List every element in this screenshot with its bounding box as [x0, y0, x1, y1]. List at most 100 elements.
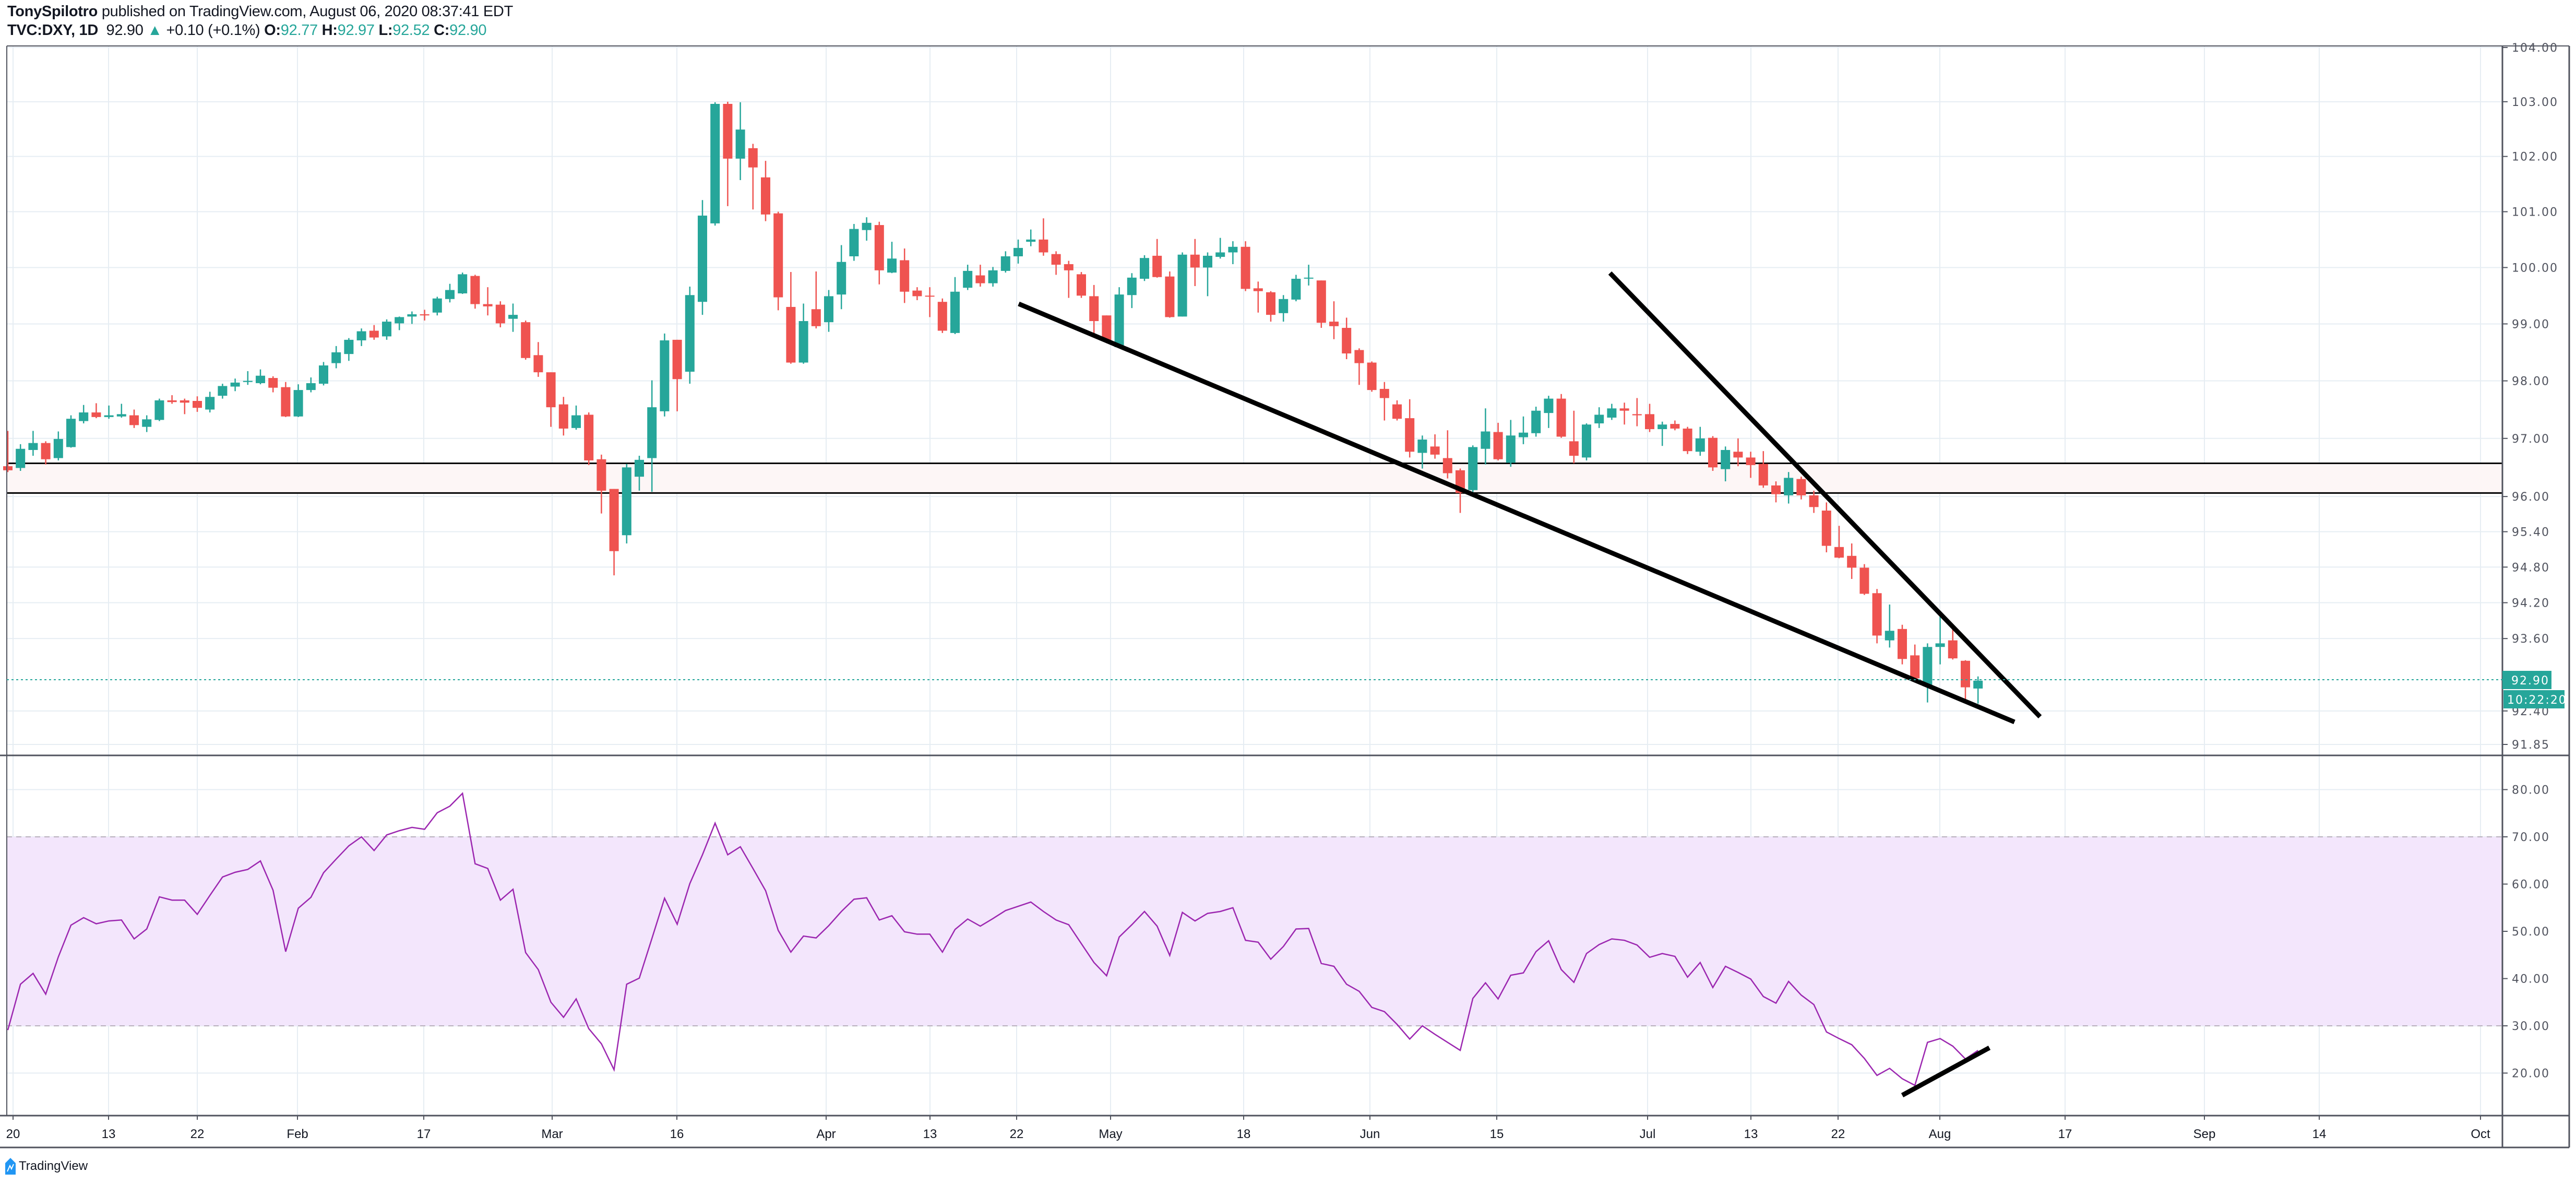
candle-body: [1695, 438, 1705, 452]
candle: [369, 325, 379, 340]
candle-body: [268, 378, 278, 388]
candle-body: [1354, 350, 1364, 363]
candle-body: [193, 400, 202, 408]
candle-body: [420, 314, 430, 316]
chart-frame: [0, 45, 2570, 1149]
candle: [104, 405, 114, 419]
candle: [1266, 291, 1275, 322]
support-zone[interactable]: [7, 463, 2502, 494]
candle-body: [1203, 255, 1212, 268]
candle: [660, 333, 670, 417]
time-tick-label: 20: [6, 1127, 20, 1141]
time-tick-label: 14: [2312, 1127, 2327, 1141]
candle: [41, 441, 51, 465]
candle: [1442, 430, 1452, 479]
time-axis[interactable]: 20 13 22 Feb 17 Mar 16 Apr 13 22 May 18 Jun 15 Jul 13 22…: [6, 1116, 2490, 1141]
candle: [1215, 238, 1225, 259]
candle: [1417, 435, 1427, 469]
trendline-drawings[interactable]: [1018, 271, 2042, 1097]
time-tick-label: Apr: [816, 1127, 836, 1141]
time-tick-label: 22: [190, 1127, 205, 1141]
low-label: L:: [378, 22, 393, 39]
candle-body: [1367, 362, 1377, 390]
close-label: C:: [434, 22, 450, 39]
candle-body: [1342, 328, 1352, 354]
candle-body: [1165, 276, 1175, 317]
candle: [1481, 408, 1490, 465]
candle: [1721, 446, 1731, 482]
lower-trendline[interactable]: [1018, 301, 2016, 725]
candle-body: [912, 290, 922, 297]
candle-body: [256, 375, 265, 383]
candle: [142, 415, 152, 432]
candle-body: [609, 489, 619, 551]
candle: [849, 223, 859, 261]
candle: [937, 298, 947, 333]
candle: [193, 396, 202, 412]
candle-body: [887, 258, 897, 273]
candle-body: [116, 414, 126, 417]
candle: [1140, 255, 1149, 281]
time-tick-label: 13: [1744, 1127, 1758, 1141]
time-tick-label: Oct: [2471, 1127, 2490, 1141]
candle-body: [773, 213, 783, 298]
candle: [331, 346, 341, 369]
candle-body: [344, 339, 354, 354]
candle-body: [521, 322, 531, 358]
candle-body: [1266, 292, 1275, 315]
candle-body: [1013, 247, 1023, 256]
candle: [205, 392, 215, 413]
candle: [1405, 399, 1415, 458]
candle: [1367, 361, 1377, 392]
candle-body: [1077, 274, 1086, 296]
rsi-line: [7, 792, 1978, 1086]
candle: [53, 431, 63, 460]
candle: [154, 398, 164, 421]
candle: [1607, 404, 1617, 420]
price-axis[interactable]: 104.00 103.00 102.00 101.00 100.00 99.00 98.00…: [2502, 42, 2558, 752]
candle-body: [1910, 655, 1920, 679]
candle: [16, 444, 26, 471]
candle: [218, 384, 228, 399]
price-tick-label: 102.00: [2512, 151, 2558, 164]
candle-body: [180, 400, 189, 403]
price-tick-label: 103.00: [2512, 96, 2558, 109]
candle: [1316, 280, 1326, 328]
candle: [1165, 271, 1175, 318]
candle: [1708, 436, 1718, 471]
open-value: 92.77: [280, 22, 318, 39]
brand-name[interactable]: TradingView: [19, 1159, 88, 1173]
candle-body: [862, 222, 872, 230]
candle-body: [306, 383, 316, 390]
candle: [129, 409, 139, 428]
candle-body: [723, 103, 733, 159]
candle: [1203, 252, 1212, 297]
upper-trendline[interactable]: [1608, 271, 2042, 719]
candle-body: [16, 448, 26, 468]
candle-body: [622, 467, 631, 536]
candle-body: [1253, 288, 1263, 291]
symbol-name[interactable]: TVC:DXY, 1D: [7, 22, 98, 39]
candle: [306, 377, 316, 393]
candle: [1430, 434, 1440, 459]
candle: [975, 265, 985, 287]
candle-body: [1039, 239, 1048, 253]
author-name[interactable]: TonySpilotro: [7, 3, 98, 20]
candle-body: [1316, 280, 1326, 323]
candle: [1241, 241, 1250, 291]
candle-body: [1708, 437, 1718, 468]
candle: [1000, 251, 1010, 273]
candle-body: [1607, 408, 1617, 418]
rsi-axis[interactable]: 80.00 70.00 60.00 50.00 40.00 30.00 20.00: [2502, 784, 2550, 1081]
rsi-divergence-line[interactable]: [1901, 1046, 1991, 1097]
time-tick-label: 22: [1010, 1127, 1024, 1141]
open-label: O:: [264, 22, 281, 39]
price-tick-label: 97.00: [2512, 433, 2550, 446]
high-label: H:: [321, 22, 338, 39]
candle: [243, 371, 253, 385]
candle-body: [824, 296, 833, 323]
candle-body: [798, 321, 808, 363]
candle: [1784, 472, 1794, 504]
candle: [584, 412, 594, 465]
